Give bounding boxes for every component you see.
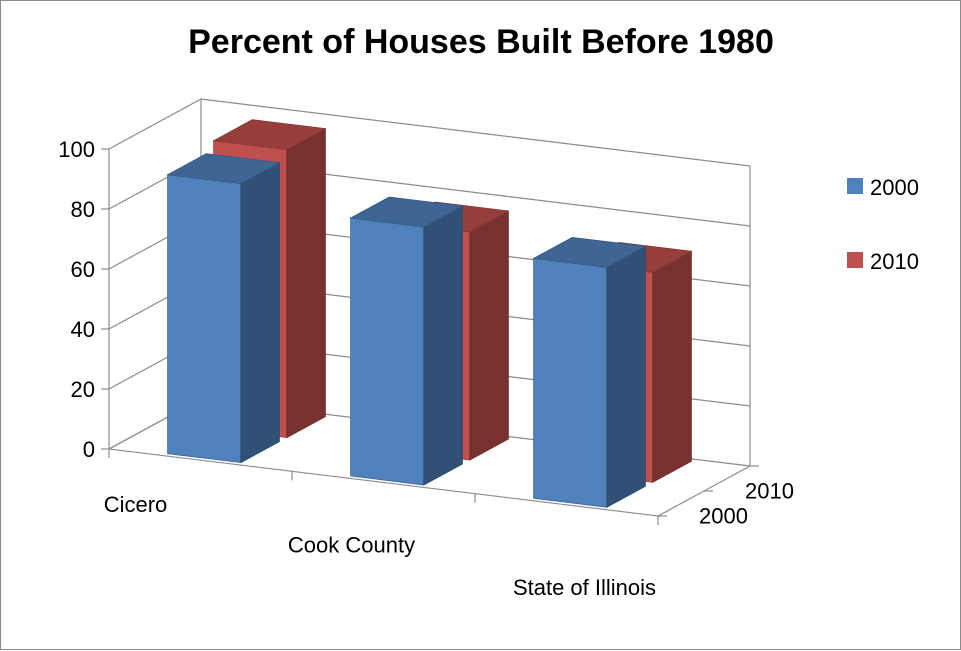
bar-top-face bbox=[349, 196, 464, 228]
axis-labels: 0 20 40 60 80 100 Cicero Cook County State of Il… bbox=[58, 137, 794, 600]
bar-2000-cicero bbox=[166, 153, 281, 464]
bar-top-face bbox=[532, 236, 647, 268]
bars bbox=[166, 119, 693, 508]
y-tick-label: 60 bbox=[71, 257, 95, 282]
x-tick-label: State of Illinois bbox=[513, 575, 656, 600]
bar-top-face bbox=[212, 119, 327, 151]
legend-swatch bbox=[847, 178, 863, 194]
legend-label: 2010 bbox=[870, 249, 919, 274]
legend: 2000 2010 bbox=[847, 175, 919, 274]
bar-front-face bbox=[167, 174, 242, 464]
bar-side-face bbox=[286, 127, 326, 439]
bar-side-face bbox=[423, 205, 463, 486]
bar-side-face bbox=[606, 245, 646, 508]
y-tick-label: 20 bbox=[71, 377, 95, 402]
x-tick-label: Cicero bbox=[104, 492, 168, 517]
bar-side-face bbox=[652, 250, 692, 483]
bar-front-face bbox=[350, 217, 425, 486]
bar-2000-state-of-illinois bbox=[532, 236, 647, 508]
legend-label: 2000 bbox=[870, 175, 919, 200]
bar-front-face bbox=[533, 257, 608, 508]
y-tick-label: 100 bbox=[58, 137, 95, 162]
depth-tick-label: 2010 bbox=[745, 479, 794, 504]
bar-top-face bbox=[166, 153, 281, 185]
bar-side-face bbox=[469, 210, 509, 461]
chart-title: Percent of Houses Built Before 1980 bbox=[188, 23, 774, 61]
bar-side-face bbox=[240, 161, 280, 464]
bar-2000-cook-county bbox=[349, 196, 464, 486]
x-tick-label: Cook County bbox=[288, 533, 415, 558]
y-tick-label: 80 bbox=[71, 197, 95, 222]
y-tick-label: 0 bbox=[83, 437, 95, 462]
legend-swatch bbox=[847, 252, 863, 268]
y-tick-label: 40 bbox=[71, 317, 95, 342]
depth-tick-label: 2000 bbox=[699, 504, 748, 529]
